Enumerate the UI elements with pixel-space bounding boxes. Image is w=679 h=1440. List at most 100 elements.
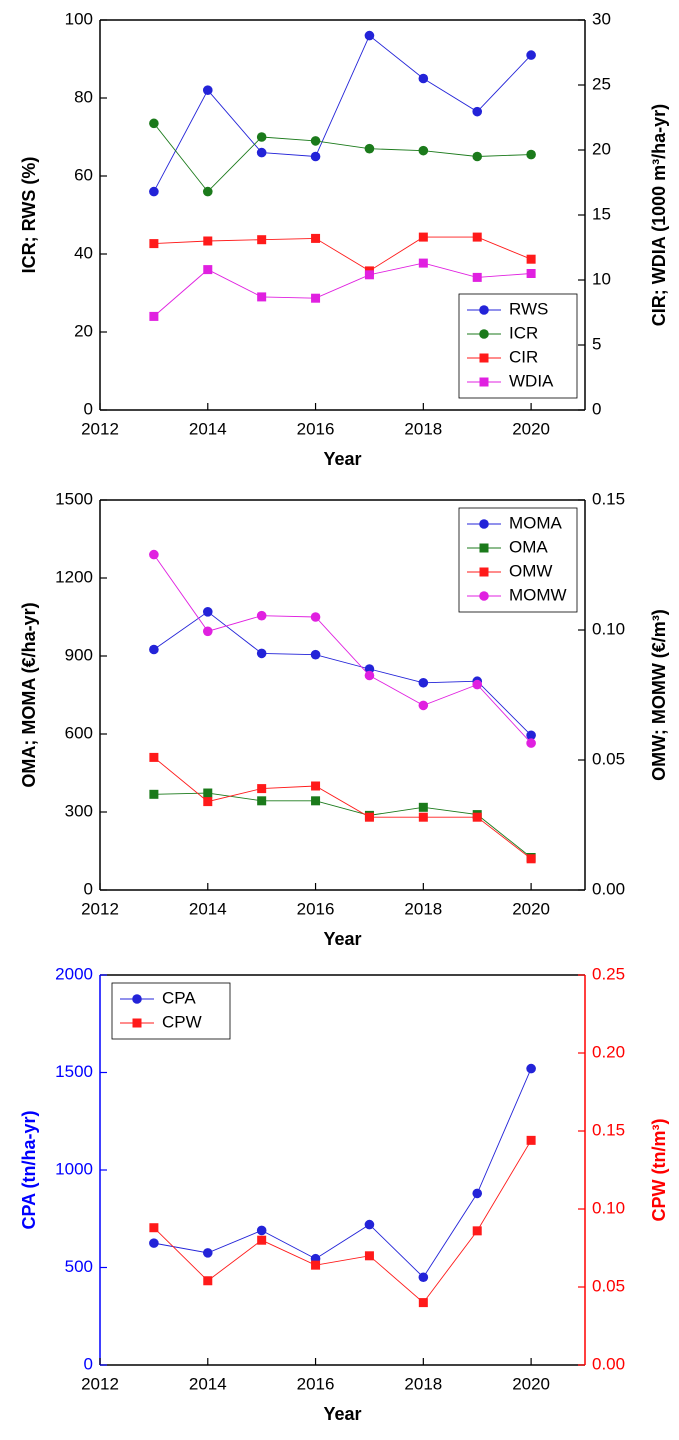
y-axis-label: ICR; RWS (%): [19, 157, 39, 274]
series-line: [153, 611, 532, 736]
marker: [311, 1260, 321, 1270]
y2-tick-label: 20: [592, 139, 611, 158]
x-tick-label: 2020: [512, 1374, 550, 1393]
marker: [364, 1219, 375, 1230]
y2-axis-label: CPW (tn/m³): [649, 1119, 669, 1222]
y2-axis-label: OMW; MOMW (€/m³): [649, 609, 669, 781]
series-line: [153, 1068, 532, 1278]
y2-tick-label: 10: [592, 269, 611, 288]
marker: [526, 50, 536, 60]
y-tick-label: 0: [84, 1354, 93, 1373]
marker: [479, 305, 489, 315]
marker: [257, 784, 267, 794]
y-tick-label: 1500: [55, 1062, 93, 1081]
x-tick-label: 2020: [512, 419, 550, 438]
legend-label: CIR: [509, 347, 538, 366]
x-tick-label: 2018: [404, 419, 442, 438]
marker: [364, 812, 374, 822]
marker: [202, 626, 213, 637]
y2-tick-label: 0.05: [592, 1276, 625, 1295]
marker: [418, 802, 428, 812]
y2-tick-label: 0: [592, 399, 601, 418]
x-tick-label: 2012: [81, 1374, 119, 1393]
marker: [526, 854, 536, 864]
y-tick-label: 80: [74, 87, 93, 106]
y2-tick-label: 0.10: [592, 619, 625, 638]
y-tick-label: 1000: [55, 1159, 93, 1178]
legend-label: MOMW: [509, 585, 567, 604]
marker: [479, 543, 489, 553]
marker: [310, 649, 321, 660]
x-tick-label: 2018: [404, 899, 442, 918]
marker: [149, 311, 159, 321]
marker: [472, 1188, 483, 1199]
x-tick-label: 2014: [189, 419, 227, 438]
legend-label: OMW: [509, 561, 552, 580]
marker: [203, 236, 213, 246]
y-axis-label: OMA; MOMA (€/ha-yr): [19, 602, 39, 787]
y-tick-label: 60: [74, 165, 93, 184]
marker: [418, 232, 428, 242]
y-tick-label: 100: [65, 9, 93, 28]
marker: [311, 293, 321, 303]
x-tick-label: 2012: [81, 419, 119, 438]
x-tick-label: 2020: [512, 899, 550, 918]
marker: [310, 151, 321, 162]
marker: [257, 235, 267, 245]
marker: [149, 239, 159, 249]
y-tick-label: 1500: [55, 489, 93, 508]
marker: [310, 612, 321, 622]
marker: [149, 1238, 159, 1248]
marker: [149, 789, 159, 799]
marker: [202, 186, 213, 197]
series-line: [153, 554, 532, 744]
y2-tick-label: 0.15: [592, 489, 625, 508]
y2-tick-label: 15: [592, 204, 611, 223]
marker: [418, 700, 429, 711]
marker: [472, 151, 483, 162]
y-tick-label: 900: [65, 645, 93, 664]
marker: [472, 272, 482, 282]
marker: [203, 797, 213, 807]
y-tick-label: 20: [74, 321, 93, 340]
marker: [364, 30, 375, 41]
marker: [364, 270, 374, 280]
marker: [256, 147, 267, 158]
marker: [472, 232, 482, 242]
x-tick-label: 2014: [189, 899, 227, 918]
marker: [149, 752, 159, 762]
marker: [311, 233, 321, 243]
x-axis-label: Year: [323, 929, 361, 949]
y-axis-label: CPA (tn/ha-yr): [19, 1110, 39, 1229]
series-line: [153, 262, 532, 317]
marker: [311, 781, 321, 791]
marker: [418, 73, 429, 84]
marker: [202, 85, 213, 95]
legend-box: [111, 982, 231, 1040]
marker: [149, 549, 159, 560]
marker: [418, 1272, 429, 1283]
legend-label: ICR: [509, 323, 538, 342]
series-line: [153, 236, 532, 272]
marker: [526, 730, 536, 741]
marker: [472, 1226, 482, 1236]
marker: [311, 796, 321, 806]
marker: [256, 1225, 267, 1236]
marker: [203, 265, 213, 275]
legend-label: CPW: [162, 1012, 202, 1031]
marker: [364, 670, 375, 681]
marker: [149, 644, 159, 655]
marker: [472, 679, 483, 690]
marker: [526, 269, 536, 278]
marker: [418, 812, 428, 822]
marker: [526, 149, 536, 160]
x-tick-label: 2016: [297, 419, 335, 438]
series-line: [153, 34, 532, 192]
marker: [479, 567, 489, 577]
legend-label: MOMA: [509, 513, 563, 532]
series-line: [153, 123, 532, 193]
x-tick-label: 2016: [297, 1374, 335, 1393]
marker: [479, 591, 489, 601]
marker: [203, 788, 213, 798]
